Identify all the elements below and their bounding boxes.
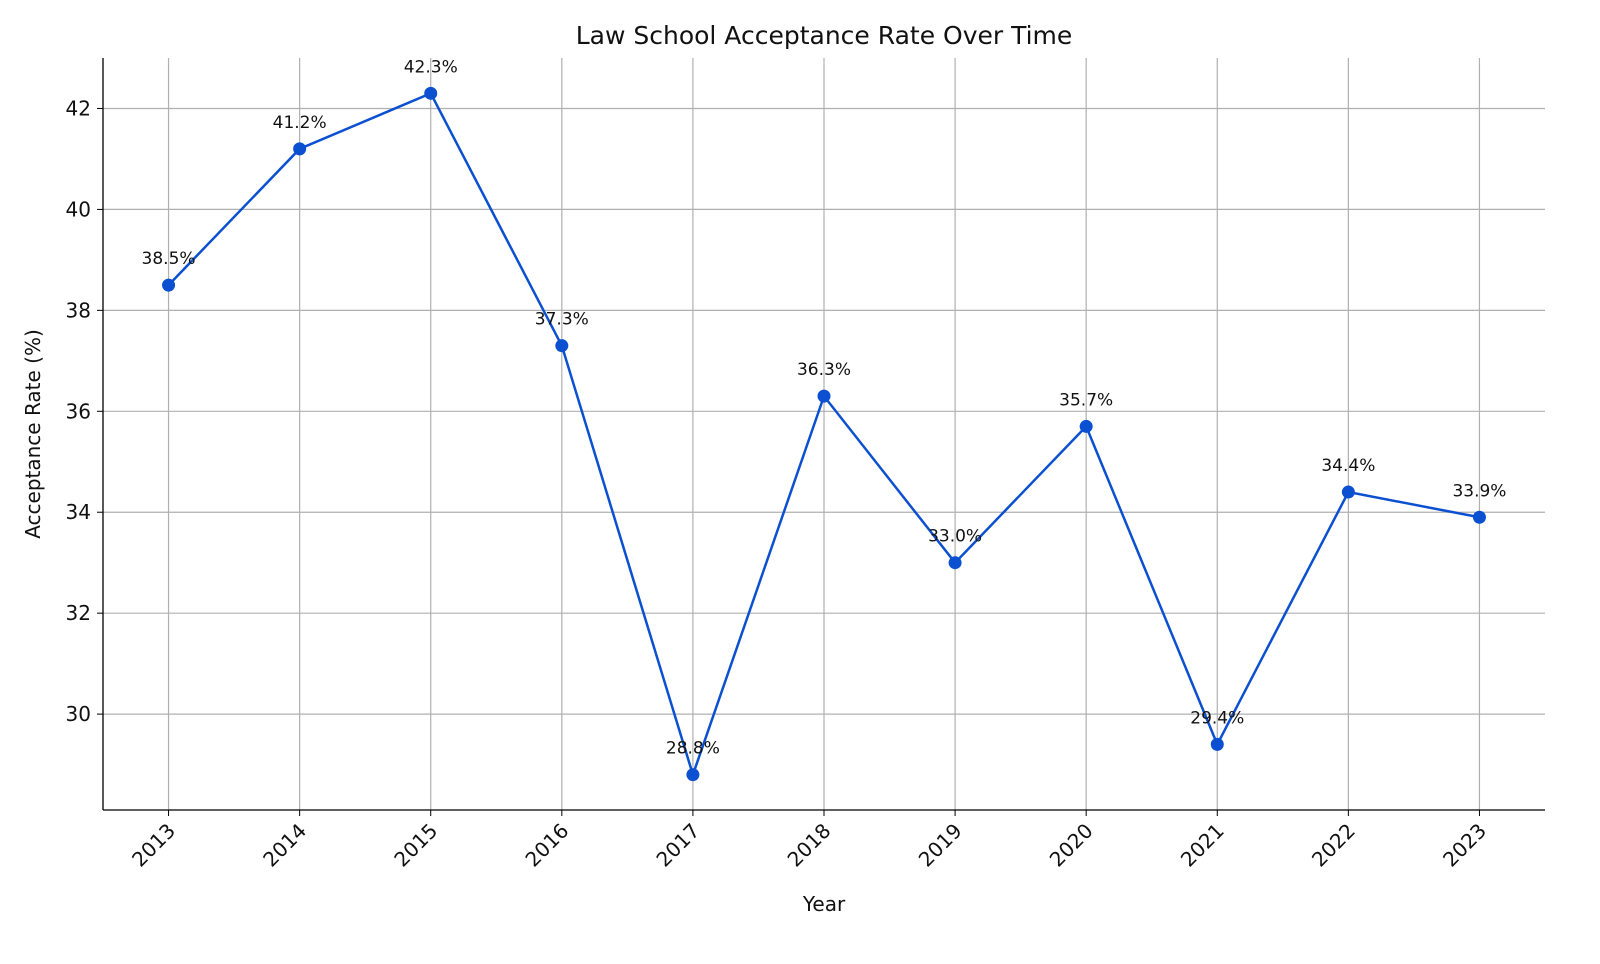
data-label: 37.3% [535,310,589,330]
x-tick-label: 2019 [914,819,967,872]
data-point [293,142,307,156]
y-tick-label: 30 [66,702,91,726]
x-tick-label: 2013 [127,819,180,872]
data-label: 38.5% [142,249,196,269]
data-point [686,768,700,782]
data-label: 34.4% [1321,456,1375,476]
y-ticks: 30 32 34 36 38 40 42 [66,96,103,726]
data-point [424,86,438,100]
x-tick-label: 2017 [651,819,704,872]
y-tick-label: 36 [66,399,91,423]
data-label: 36.3% [797,360,851,380]
y-tick-label: 34 [66,500,91,524]
data-points [162,86,1486,782]
chart-title: Law School Acceptance Rate Over Time [576,21,1073,50]
x-tick-label: 2015 [389,819,442,872]
data-point [1079,419,1093,433]
y-tick-label: 38 [66,298,91,322]
x-tick-label: 2018 [783,819,836,872]
data-label: 33.0% [928,527,982,547]
x-tick-label: 2014 [258,819,311,872]
x-tick-label: 2020 [1045,819,1098,872]
data-label: 28.8% [666,739,720,759]
y-tick-label: 32 [66,601,91,625]
data-label: 41.2% [273,113,327,133]
data-point [1472,510,1486,524]
data-label: 29.4% [1190,708,1244,728]
data-labels: 38.5% 41.2% 42.3% 37.3% 28.8% 36.3% 33.0% 35.7%… [142,57,1507,758]
data-label: 33.9% [1452,481,1506,501]
x-tick-label: 2023 [1438,819,1491,872]
y-tick-label: 42 [66,96,91,120]
x-tick-label: 2021 [1176,819,1229,872]
x-ticks: 2013 2014 2015 2016 2017 2018 2019 2020 2021 2022… [127,810,1491,872]
data-point [1210,737,1224,751]
data-point [555,339,569,353]
x-tick-label: 2022 [1307,819,1360,872]
x-tick-label: 2016 [520,819,573,872]
x-axis-label: Year [802,892,846,916]
data-label: 42.3% [404,57,458,77]
data-point [162,278,176,292]
data-point [1341,485,1355,499]
data-point [948,556,962,570]
data-label: 35.7% [1059,390,1113,410]
grid [103,58,1545,810]
data-point [817,389,831,403]
y-axis-label: Acceptance Rate (%) [21,329,45,539]
y-tick-label: 40 [66,197,91,221]
